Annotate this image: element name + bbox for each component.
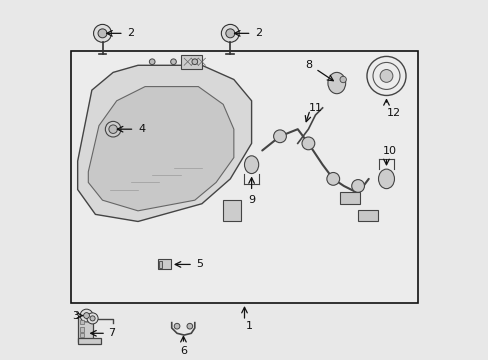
FancyBboxPatch shape [70, 51, 418, 303]
Circle shape [80, 309, 93, 322]
Polygon shape [88, 87, 233, 211]
Text: 3: 3 [72, 311, 79, 320]
Text: 2: 2 [127, 28, 134, 38]
Polygon shape [78, 65, 251, 221]
FancyBboxPatch shape [340, 192, 359, 204]
Text: 5: 5 [196, 260, 203, 269]
Circle shape [87, 313, 98, 324]
Text: 4: 4 [138, 124, 145, 134]
Circle shape [149, 59, 155, 64]
Ellipse shape [378, 169, 394, 189]
Circle shape [326, 172, 339, 185]
Circle shape [192, 59, 197, 64]
Ellipse shape [327, 72, 345, 94]
FancyBboxPatch shape [180, 55, 202, 69]
Text: 7: 7 [108, 328, 115, 338]
Circle shape [351, 180, 364, 192]
Circle shape [90, 316, 95, 321]
FancyBboxPatch shape [159, 261, 162, 267]
FancyBboxPatch shape [157, 260, 171, 269]
FancyBboxPatch shape [223, 200, 241, 221]
FancyBboxPatch shape [81, 320, 84, 324]
Circle shape [109, 125, 117, 134]
Circle shape [225, 29, 234, 38]
Text: 12: 12 [386, 108, 400, 118]
Text: 2: 2 [255, 28, 262, 38]
Circle shape [273, 130, 286, 143]
Circle shape [379, 69, 392, 82]
FancyBboxPatch shape [81, 327, 84, 332]
Circle shape [83, 312, 89, 319]
Circle shape [302, 137, 314, 150]
FancyBboxPatch shape [78, 338, 101, 343]
Text: 10: 10 [382, 146, 396, 156]
Text: 9: 9 [247, 195, 255, 205]
Circle shape [221, 24, 239, 42]
Circle shape [98, 29, 107, 38]
Circle shape [105, 121, 121, 137]
Circle shape [174, 323, 180, 329]
Circle shape [339, 76, 346, 83]
Ellipse shape [244, 156, 258, 174]
Text: 8: 8 [304, 60, 311, 70]
Circle shape [170, 59, 176, 64]
Text: 1: 1 [246, 321, 253, 331]
Circle shape [186, 323, 192, 329]
Text: 11: 11 [308, 103, 322, 113]
Circle shape [93, 24, 111, 42]
FancyBboxPatch shape [357, 210, 377, 221]
FancyBboxPatch shape [81, 333, 84, 337]
FancyBboxPatch shape [78, 316, 92, 342]
Text: 6: 6 [180, 346, 186, 356]
